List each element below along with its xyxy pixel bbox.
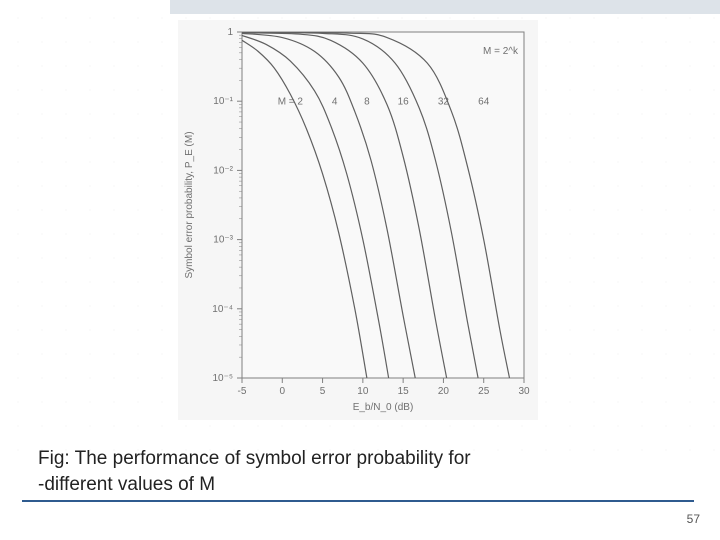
svg-text:M = 2^k: M = 2^k [483,46,519,57]
svg-text:10: 10 [357,386,369,397]
svg-text:30: 30 [518,386,530,397]
svg-text:64: 64 [478,97,490,108]
caption-line-1: Fig: The performance of symbol error pro… [38,448,471,469]
svg-text:10⁻¹: 10⁻¹ [213,96,233,107]
svg-text:Symbol error probability, P_E: Symbol error probability, P_E (M) [184,131,195,278]
svg-text:15: 15 [398,386,410,397]
svg-text:E_b/N_0 (dB): E_b/N_0 (dB) [353,402,414,413]
svg-text:5: 5 [320,386,326,397]
svg-text:16: 16 [398,97,410,108]
svg-text:0: 0 [280,386,286,397]
svg-text:4: 4 [332,97,338,108]
svg-text:10⁻³: 10⁻³ [213,235,233,246]
svg-text:1: 1 [227,27,233,38]
svg-text:M = 2: M = 2 [278,97,304,108]
caption-underline [22,500,694,502]
page-number: 57 [687,512,700,526]
svg-text:10⁻²: 10⁻² [213,165,233,176]
slide-top-bar [170,0,720,14]
svg-text:20: 20 [438,386,450,397]
figure-caption: Fig: The performance of symbol error pro… [38,446,658,497]
svg-text:25: 25 [478,386,490,397]
svg-text:-5: -5 [238,386,247,397]
svg-text:10⁻⁵: 10⁻⁵ [212,373,233,384]
caption-line-2: -different values of M [38,474,215,495]
chart-container: -5 0 5 10 15 20 25 30 10⁻⁵ 10⁻⁴ 10⁻³ 10⁻² 10⁻¹ 1 E_b/N… [178,20,538,420]
svg-text:10⁻⁴: 10⁻⁴ [212,304,233,315]
symbol-error-chart: -5 0 5 10 15 20 25 30 10⁻⁵ 10⁻⁴ 10⁻³ 10⁻² 10⁻¹ 1 E_b/N… [178,20,538,420]
svg-text:8: 8 [364,97,370,108]
